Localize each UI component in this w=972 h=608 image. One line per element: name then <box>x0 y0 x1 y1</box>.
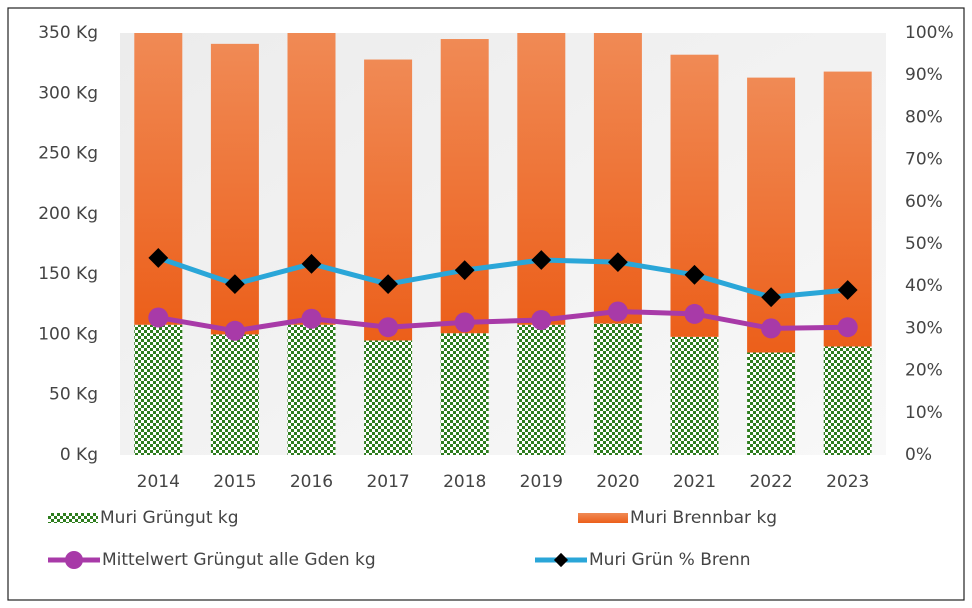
point <box>378 317 399 338</box>
bar <box>134 324 183 455</box>
line <box>157 255 848 300</box>
point <box>301 253 322 274</box>
point <box>301 308 322 329</box>
point <box>837 317 858 338</box>
y-tick-label: 0 Kg <box>60 445 98 465</box>
legend-swatch <box>48 513 98 523</box>
point <box>148 307 169 328</box>
x-tick-label: 2016 <box>290 472 333 492</box>
bar <box>670 54 719 337</box>
y-tick-label: 200 Kg <box>38 204 98 224</box>
bar <box>517 324 566 455</box>
x-tick-label: 2019 <box>520 472 563 492</box>
x-tick-label: 2020 <box>596 472 639 492</box>
point <box>608 252 628 273</box>
point <box>684 303 705 324</box>
point <box>761 318 782 339</box>
bar <box>364 59 413 341</box>
point <box>224 320 245 341</box>
y2-tick-label: 50% <box>905 234 943 254</box>
point <box>378 274 398 294</box>
point <box>531 309 552 330</box>
legend-label: Muri Grün % Brenn <box>589 550 751 570</box>
y-tick-label: 50 Kg <box>49 385 98 405</box>
bar <box>287 324 336 455</box>
point <box>684 264 705 285</box>
y2-tick-label: 30% <box>905 318 943 338</box>
point <box>761 287 781 308</box>
legend-label: Mittelwert Grüngut alle Gden kg <box>102 550 376 570</box>
x-tick-label: 2017 <box>366 472 409 492</box>
legend-label: Muri Grüngut kg <box>100 508 239 528</box>
point <box>225 274 245 294</box>
point <box>148 248 169 268</box>
legend-label: Muri Brennbar kg <box>630 508 777 528</box>
y2-tick-label: 20% <box>905 361 943 381</box>
bar <box>210 334 259 455</box>
bar <box>747 77 796 353</box>
x-tick-label: 2023 <box>826 472 869 492</box>
y2-tick-label: 80% <box>905 107 943 127</box>
point <box>837 280 858 300</box>
bar <box>440 333 489 455</box>
bar <box>593 323 642 455</box>
point <box>454 312 475 333</box>
x-tick-label: 2018 <box>443 472 486 492</box>
y2-tick-label: 40% <box>905 276 943 296</box>
bar <box>364 340 413 455</box>
bar <box>134 33 183 325</box>
point <box>531 250 552 270</box>
y2-tick-label: 100% <box>905 23 954 43</box>
point <box>607 301 628 322</box>
y2-tick-label: 70% <box>905 150 943 170</box>
bar <box>440 39 489 334</box>
y-tick-label: 150 Kg <box>38 264 98 284</box>
bar <box>747 352 796 455</box>
y-tick-label: 350 Kg <box>38 23 98 43</box>
y-tick-label: 250 Kg <box>38 144 98 164</box>
legend-marker <box>553 552 569 568</box>
y-tick-label: 300 Kg <box>38 83 98 103</box>
x-tick-label: 2015 <box>213 472 256 492</box>
bar <box>823 346 872 455</box>
bar <box>670 336 719 455</box>
bar <box>287 33 336 325</box>
y2-tick-label: 0% <box>905 445 932 465</box>
x-tick-label: 2022 <box>749 472 792 492</box>
x-tick-label: 2014 <box>137 472 180 492</box>
bar <box>517 33 566 325</box>
bar <box>593 33 642 324</box>
point <box>454 260 475 281</box>
y-tick-label: 100 Kg <box>38 324 98 344</box>
legend-swatch <box>578 513 628 523</box>
y2-tick-label: 90% <box>905 65 943 85</box>
bar <box>823 71 872 347</box>
legend-marker <box>65 551 83 569</box>
y2-tick-label: 10% <box>905 403 943 423</box>
y2-tick-label: 60% <box>905 192 943 212</box>
line <box>157 309 848 334</box>
x-tick-label: 2021 <box>673 472 716 492</box>
